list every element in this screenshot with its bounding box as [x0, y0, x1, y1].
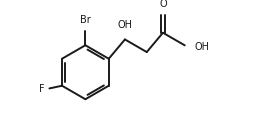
Text: Br: Br — [80, 15, 91, 25]
Text: OH: OH — [195, 42, 210, 52]
Text: OH: OH — [117, 20, 132, 30]
Text: O: O — [159, 0, 167, 9]
Text: F: F — [39, 84, 45, 94]
